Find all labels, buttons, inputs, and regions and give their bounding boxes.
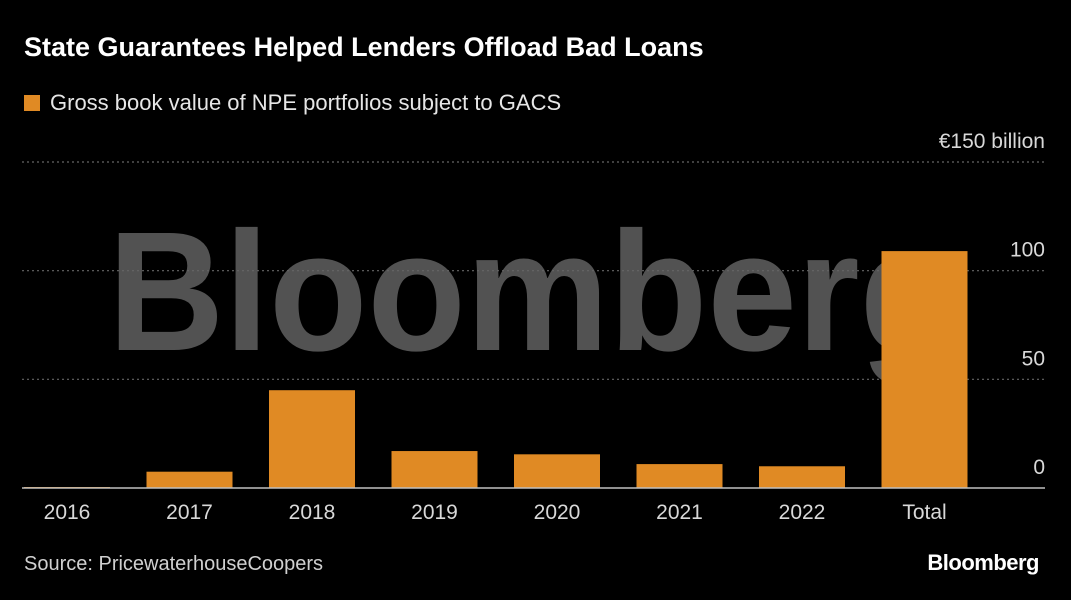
x-tick-label: 2022: [779, 501, 826, 524]
y-tick-label: 50: [1022, 347, 1045, 370]
x-tick-label: 2016: [44, 501, 91, 524]
bar-total: [881, 251, 968, 488]
x-axis-labels: 2016 2017 2018 2019 2020 2021 2022 Total: [44, 501, 947, 524]
x-tick-label: 2017: [166, 501, 213, 524]
source-note: Source: PricewaterhouseCoopers: [24, 553, 324, 575]
legend-label: Gross book value of NPE portfolios subje…: [50, 90, 562, 115]
grid-lines: [22, 161, 1045, 380]
bars: [24, 251, 968, 488]
y-tick-label: 100: [1010, 239, 1045, 262]
chart-title: State Guarantees Helped Lenders Offload …: [24, 32, 704, 62]
y-tick-label: 0: [1033, 456, 1045, 479]
x-tick-label: 2021: [656, 501, 703, 524]
legend-swatch: [24, 95, 40, 111]
x-tick-label: 2018: [289, 501, 336, 524]
x-tick-label: 2020: [534, 501, 581, 524]
bar-2017: [146, 471, 233, 488]
y-tick-label: €150 billion: [939, 130, 1045, 153]
x-tick-label: Total: [902, 501, 946, 524]
legend: Gross book value of NPE portfolios subje…: [24, 90, 561, 116]
x-tick-label: 2019: [411, 501, 458, 524]
bar-2020: [514, 454, 600, 488]
bloomberg-logo: Bloomberg: [927, 550, 1039, 575]
bar-2021: [636, 464, 723, 488]
bloomberg-watermark: Bloomberg: [108, 197, 958, 387]
bar-2018: [269, 390, 355, 488]
bar-2019: [391, 451, 478, 488]
y-axis-labels: 0 50 100 €150 billion: [939, 130, 1045, 479]
bar-2022: [759, 466, 845, 488]
